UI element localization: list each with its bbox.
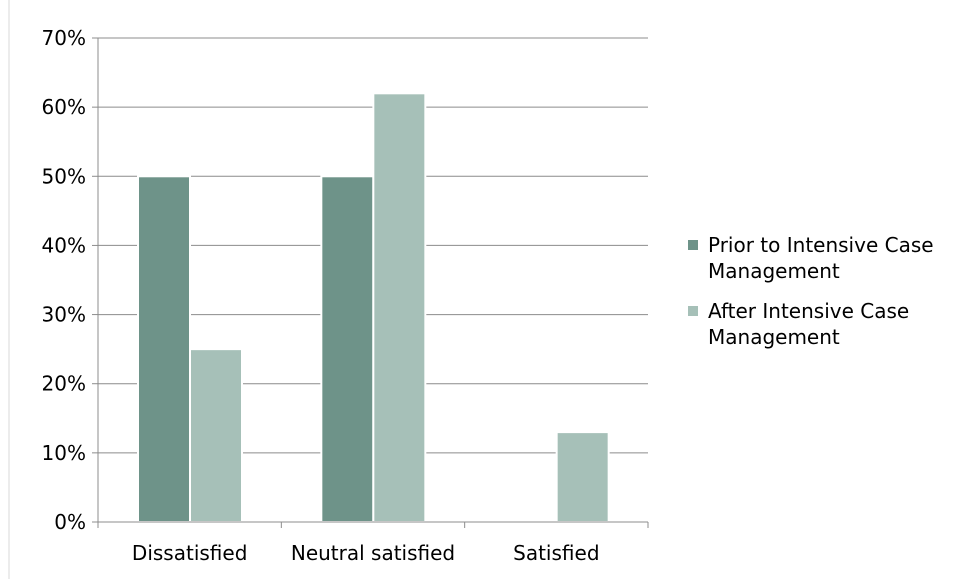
legend: Prior to Intensive Case Management After… bbox=[686, 232, 951, 364]
legend-label-prior: Prior to Intensive Case Management bbox=[708, 233, 934, 283]
bars bbox=[137, 92, 610, 524]
legend-label-after: After Intensive Case Management bbox=[708, 299, 910, 349]
y-tick-label: 30% bbox=[42, 303, 86, 327]
y-tick-label: 60% bbox=[42, 95, 86, 119]
x-tick-label: Satisfied bbox=[513, 541, 599, 565]
x-tick-label: Neutral satisfied bbox=[291, 541, 455, 565]
legend-swatch-after bbox=[688, 306, 698, 316]
y-tick-label: 20% bbox=[42, 372, 86, 396]
legend-swatch-prior bbox=[688, 240, 698, 250]
y-tick-label: 10% bbox=[42, 441, 86, 465]
legend-item-prior: Prior to Intensive Case Management bbox=[686, 232, 951, 284]
bar-after-dissatisfied bbox=[189, 348, 243, 523]
y-tick-label: 50% bbox=[42, 164, 86, 188]
y-tick-label: 70% bbox=[42, 26, 86, 50]
bar-after-neutral-satisfied bbox=[372, 92, 427, 523]
y-tick-label: 0% bbox=[54, 510, 86, 534]
x-tick-label: Dissatisfied bbox=[132, 541, 247, 565]
legend-item-after: After Intensive Case Management bbox=[686, 298, 951, 350]
axes bbox=[92, 37, 649, 528]
y-tick-label: 40% bbox=[42, 233, 86, 257]
bar-prior-neutral-satisfied bbox=[320, 175, 375, 524]
bar-prior-dissatisfied bbox=[137, 175, 191, 524]
bar-after-satisfied bbox=[555, 431, 610, 523]
axis-labels: 0% 10% 20% 30% 40% 50% 60% 70% Dissatisfied Neutr… bbox=[42, 26, 600, 565]
